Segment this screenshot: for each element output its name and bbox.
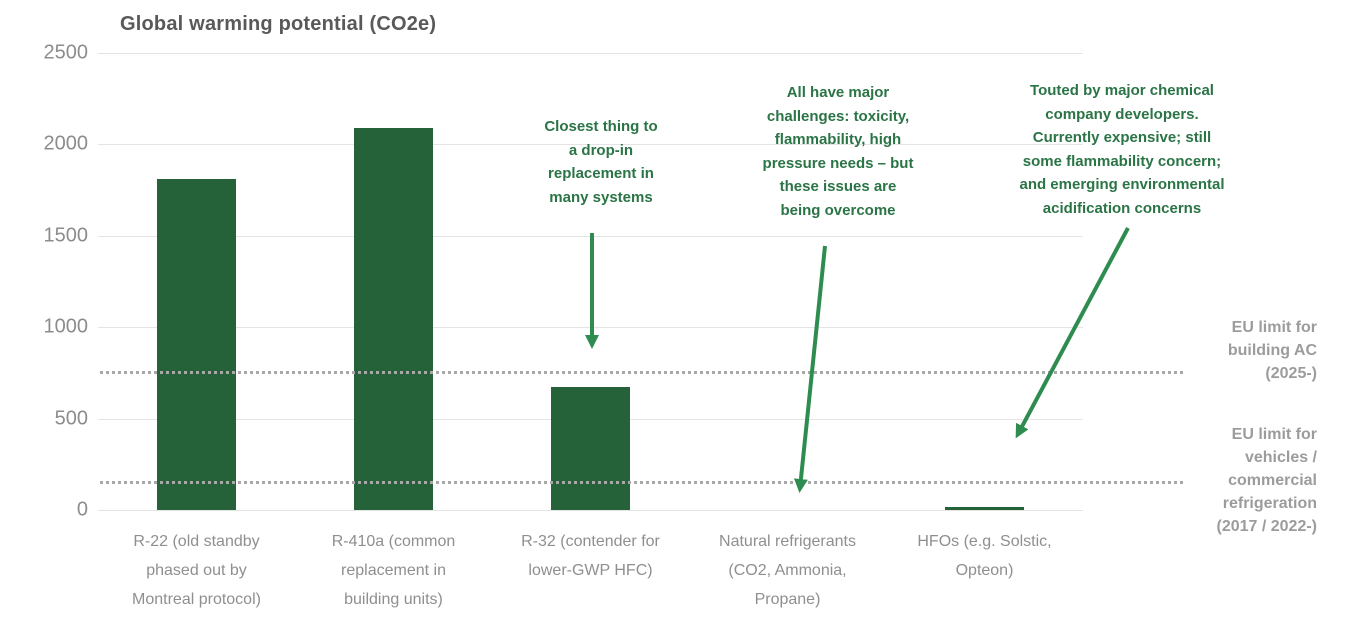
- bar: [551, 386, 630, 510]
- y-axis-tick-label: 1000: [43, 315, 89, 338]
- annotation-r32: Closest thing to a drop-in replacement i…: [544, 118, 658, 206]
- x-axis-category-label: Natural refrigerants (CO2, Ammonia, Prop…: [719, 533, 856, 608]
- bar: [945, 507, 1024, 510]
- eu-limit-vehicles-label: EU limit for vehicles / commercial refri…: [1216, 426, 1317, 535]
- x-axis-category-label: R-22 (old standby phased out by Montreal…: [132, 533, 261, 608]
- arrow-to-natural-refrigerants: [793, 245, 827, 493]
- eu-limit-dotted-line: [100, 371, 1183, 375]
- x-axis-category-label: R-410a (common replacement in building u…: [331, 533, 456, 608]
- y-axis-tick-label: 2000: [43, 132, 89, 155]
- x-axis-category-label: HFOs (e.g. Solstic, Opteon): [917, 533, 1052, 579]
- chart-title: Global warming potential (CO2e): [120, 13, 437, 35]
- bar: [157, 179, 236, 510]
- x-axis-category-label: R-32 (contender for lower-GWP HFC): [521, 533, 660, 579]
- arrow-to-hfos: [1015, 227, 1130, 439]
- y-axis-tick-label: 2500: [43, 41, 89, 64]
- y-axis-tick-label: 500: [54, 407, 88, 430]
- eu-limit-dotted-line: [100, 481, 1183, 485]
- gridline: [98, 144, 1083, 146]
- gridline: [98, 510, 1083, 511]
- bar: [354, 128, 433, 510]
- gridline: [98, 327, 1083, 329]
- annotation-natural-refrigerants: All have major challenges: toxicity, fla…: [762, 84, 914, 219]
- gridline: [98, 235, 1083, 237]
- annotation-hfos: Touted by major chemical company develop…: [1019, 82, 1225, 217]
- gridline: [98, 53, 1083, 54]
- y-axis-tick-label: 0: [76, 498, 88, 521]
- y-axis-tick-label: 1500: [43, 224, 89, 247]
- eu-limit-building-ac-label: EU limit for building AC (2025-): [1227, 319, 1317, 382]
